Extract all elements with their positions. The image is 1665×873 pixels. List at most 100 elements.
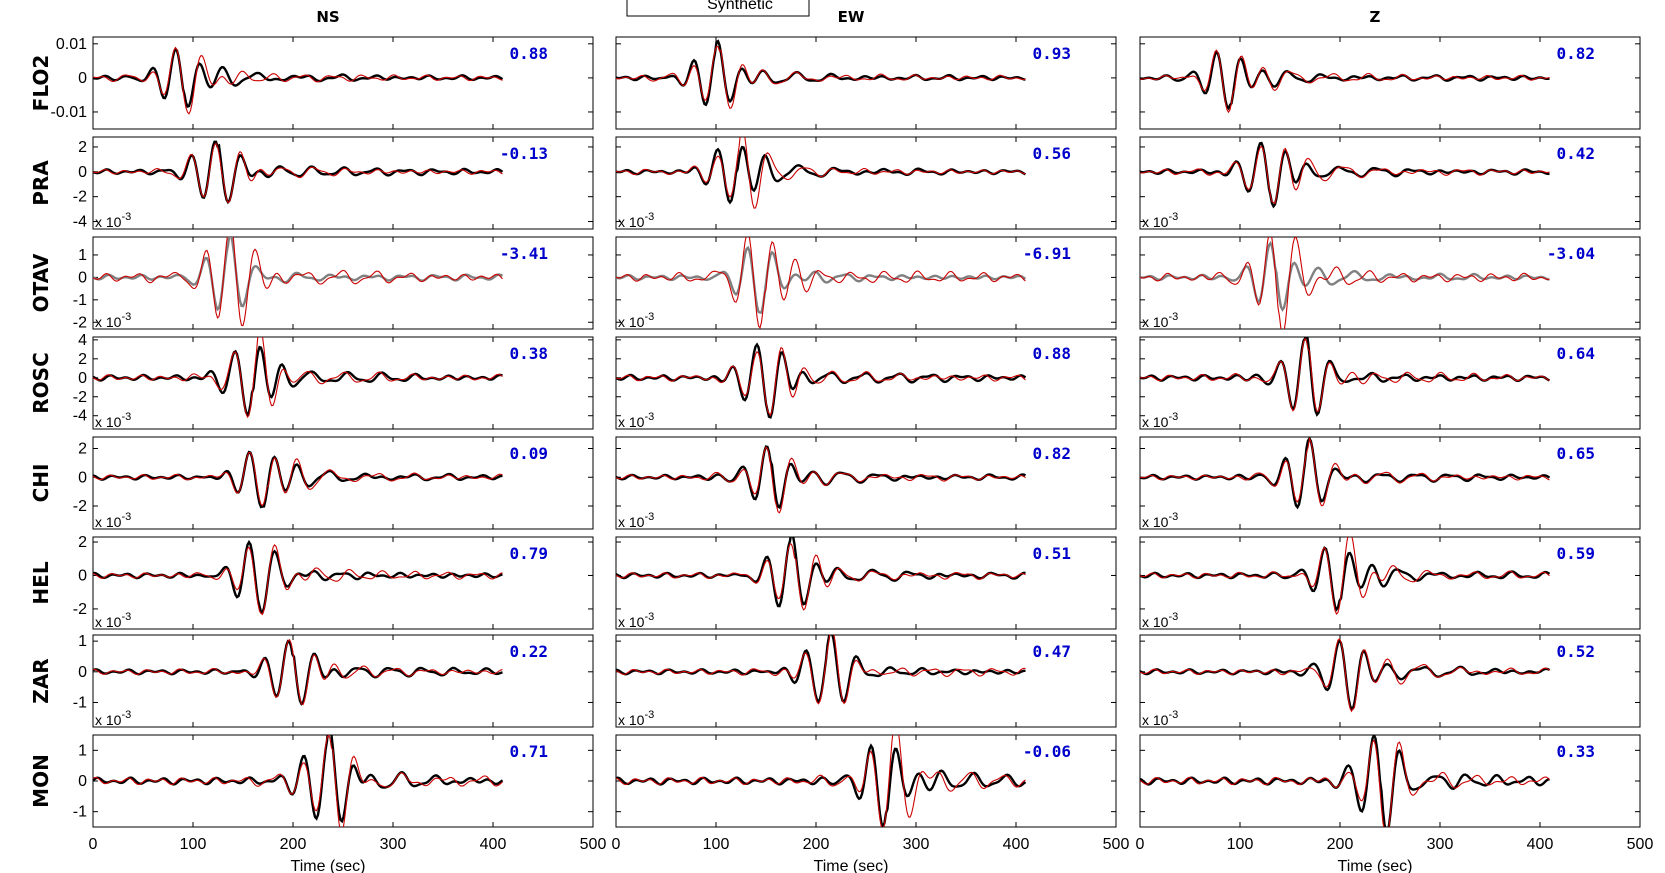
panel-flo2-ns: 0.01 0 -0.01 0.88 <box>51 36 594 130</box>
variance-reduction-value: 0.71 <box>509 742 548 761</box>
x-tick-label: 200 <box>803 836 830 853</box>
scale-exponent: -3 <box>121 411 131 423</box>
scale-exponent: -3 <box>1168 709 1178 721</box>
panel-frame <box>615 136 1117 230</box>
station-label-chi: CHI <box>29 464 53 503</box>
waveform-group <box>616 237 1027 329</box>
x-tick-label: 400 <box>480 836 507 853</box>
synthetic-trace <box>616 543 1026 611</box>
x-tick-label: 0 <box>612 836 621 853</box>
panel-flo2-z: 0.82 <box>1139 36 1641 130</box>
station-label-rosc: ROSC <box>29 352 53 413</box>
synthetic-trace <box>1140 49 1550 114</box>
synthetic-trace <box>93 638 503 706</box>
legend: Synthetic <box>626 0 810 17</box>
variance-reduction-value: 0.82 <box>1556 44 1595 63</box>
observed-trace <box>1140 241 1550 312</box>
y-tick-label: 0 <box>78 370 87 387</box>
station-label-zar: ZAR <box>29 658 53 703</box>
waveform-group <box>1140 638 1551 713</box>
panel-otav-ns: 10-1-2 x 10-3-3.41 <box>73 236 594 331</box>
synthetic-trace <box>616 137 1026 209</box>
y-tick-label: -4 <box>73 214 87 231</box>
panel-flo2-ew: 0.93 <box>615 36 1117 130</box>
waveform-group <box>616 635 1026 705</box>
synthetic-trace <box>93 544 503 616</box>
panel-chi-ns: 20-2x 10-30.09 <box>73 436 594 530</box>
x-tick-label: 200 <box>280 836 307 853</box>
observed-trace <box>616 743 1027 827</box>
waveform-group <box>616 735 1027 827</box>
synthetic-trace <box>616 46 1026 110</box>
panel-frame <box>1139 136 1641 230</box>
variance-reduction-value: -0.13 <box>500 144 548 163</box>
synthetic-trace <box>1140 337 1550 413</box>
synthetic-trace <box>616 346 1026 417</box>
x-tick-label: 0 <box>1136 836 1145 853</box>
synthetic-trace <box>93 142 503 204</box>
scale-exponent: -3 <box>1168 211 1178 223</box>
panel-rosc-z: x 10-30.64 <box>1139 336 1641 430</box>
column-title-z: Z <box>1370 8 1381 26</box>
y-tick-label: 2 <box>78 534 87 551</box>
waveform-group <box>616 342 1027 419</box>
y-tick-label: -2 <box>73 189 87 206</box>
y-tick-label: 0 <box>78 269 87 286</box>
panel-chi-z: x 10-30.65 <box>1139 436 1641 530</box>
x-tick-label: 100 <box>1227 836 1254 853</box>
variance-reduction-value: 0.56 <box>1032 144 1071 163</box>
station-label-otav: OTAV <box>29 253 53 312</box>
y-tick-label: 1 <box>78 742 87 759</box>
synthetic-trace <box>616 635 1026 705</box>
panel-chi-ew: x 10-30.82 <box>615 436 1117 530</box>
variance-reduction-value: 0.52 <box>1556 642 1595 661</box>
waveform-group <box>1140 49 1550 114</box>
variance-reduction-value: 0.09 <box>509 444 548 463</box>
scale-exponent: -3 <box>644 411 654 423</box>
column-title-ew: EW <box>838 8 865 26</box>
variance-reduction-value: -3.04 <box>1547 244 1595 263</box>
synthetic-trace <box>93 451 503 507</box>
x-tick-label: 500 <box>1103 836 1130 853</box>
panel-frame <box>615 236 1117 330</box>
y-tick-label: -2 <box>73 601 87 618</box>
waveform-group <box>93 140 504 205</box>
scale-exponent: -3 <box>1168 311 1178 323</box>
y-tick-label: -2 <box>73 389 87 406</box>
panel-otav-ew: x 10-3-6.91 <box>615 236 1117 330</box>
synthetic-trace <box>1140 638 1550 713</box>
waveform-group <box>1140 141 1550 209</box>
waveform-group <box>93 735 504 827</box>
variance-reduction-value: 0.47 <box>1032 642 1071 661</box>
y-tick-label: -2 <box>73 498 87 515</box>
x-axis-label: Time (sec) <box>814 858 889 873</box>
panel-frame <box>615 634 1117 728</box>
panel-zar-z: x 10-30.52 <box>1139 634 1641 728</box>
panel-hel-ns: 20-2x 10-30.79 <box>73 534 594 630</box>
panel-frame <box>615 336 1117 430</box>
synthetic-trace <box>93 735 503 827</box>
panel-hel-ew: x 10-30.51 <box>615 536 1117 630</box>
panel-frame <box>92 436 594 530</box>
y-tick-label: 1 <box>78 247 87 264</box>
variance-reduction-value: 0.33 <box>1556 742 1595 761</box>
variance-reduction-value: 0.59 <box>1556 544 1595 563</box>
column-title-ns: NS <box>316 8 339 26</box>
x-tick-label: 500 <box>580 836 607 853</box>
panel-pra-ns: 20-2-4 x 10-3-0.13 <box>73 136 594 231</box>
waveform-group <box>616 445 1027 514</box>
waveform-group <box>616 137 1027 209</box>
synthetic-trace <box>1140 537 1550 615</box>
scale-exponent: -3 <box>1168 411 1178 423</box>
panel-frame <box>92 136 594 230</box>
waveform-group <box>616 39 1026 110</box>
scale-exponent: -3 <box>644 211 654 223</box>
x-tick-label: 500 <box>1627 836 1654 853</box>
station-label-pra: PRA <box>29 160 53 206</box>
synthetic-trace <box>93 46 503 115</box>
y-tick-label: -2 <box>73 314 87 331</box>
panel-rosc-ew: x 10-30.88 <box>615 336 1117 430</box>
panel-frame <box>1139 436 1641 530</box>
variance-reduction-value: -3.41 <box>500 244 548 263</box>
waveform-group <box>93 638 503 706</box>
